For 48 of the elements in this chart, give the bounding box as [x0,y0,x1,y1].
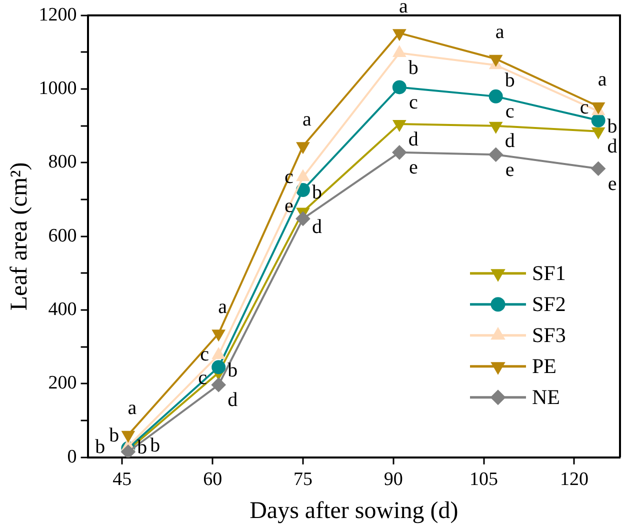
data-label: a [495,21,504,44]
data-label: b [408,57,418,80]
y-tick-label: 400 [48,299,77,320]
legend-label: NE [532,384,560,409]
x-tick-label: 60 [203,468,222,490]
data-label: b [504,69,515,92]
data-label: e [505,158,514,181]
y-tick-label: 600 [48,225,77,246]
data-label: d [607,136,618,158]
legend-label: SF3 [532,322,566,347]
data-label: b [228,359,238,382]
data-label: d [408,128,418,150]
x-axis-title: Days after sowing (d) [250,498,458,524]
data-label: b [150,434,160,456]
y-axis-title: Leaf area (cm²) [6,162,33,311]
x-tick-label: 90 [384,468,403,490]
x-tick-label: 75 [293,468,312,490]
legend-label: PE [532,354,557,378]
data-label: d [228,389,238,412]
data-label: e [284,194,294,217]
data-label: a [398,0,408,18]
data-label: b [137,436,148,459]
y-tick-label: 1000 [38,78,77,100]
data-label: a [218,296,228,318]
x-tick-label: 45 [112,468,132,490]
data-label: b [109,424,120,446]
data-label: e [608,172,617,195]
y-tick-label: 0 [67,446,77,468]
y-tick-label: 1200 [38,4,77,26]
y-tick-label: 800 [48,152,77,173]
data-label: b [607,115,618,138]
data-label: b [312,181,322,204]
data-label: c [408,91,418,114]
data-label: a [302,108,312,130]
data-label: d [312,216,322,238]
data-label: c [505,100,514,123]
data-label: c [580,96,589,119]
data-label: a [598,68,607,91]
data-label: b [95,436,106,458]
legend-label: SF1 [532,260,566,285]
x-tick-label: 105 [470,468,498,490]
data-label: c [200,343,210,366]
data-label: a [128,397,137,420]
x-tick-label: 120 [560,468,588,490]
data-label: d [504,130,515,152]
y-tick-label: 200 [48,372,77,394]
data-label: e [408,156,418,179]
legend-label: SF2 [532,292,566,316]
